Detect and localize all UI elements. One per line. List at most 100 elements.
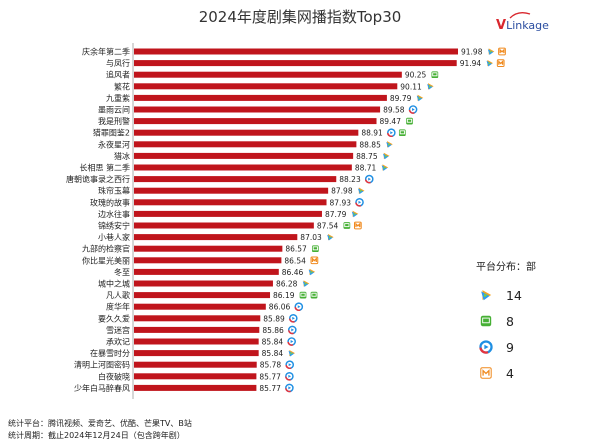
bar [134, 361, 257, 368]
bar-row: 城中之城 86.28 [98, 279, 310, 289]
bar-row: 你比星光美丽 86.54 [82, 255, 319, 265]
bar-row: 凡人歌 86.19 [106, 290, 318, 300]
iqiyi-icon [299, 291, 307, 299]
bar-row: 唐朝诡事录之西行 88.23 [66, 174, 374, 184]
bar-row: 猎冰 88.75 [114, 151, 390, 161]
chart-title: 2024年度剧集网播指数Top30 [199, 8, 402, 26]
tencent-icon [288, 349, 296, 357]
value-label: 86.19 [273, 291, 295, 300]
iqiyi-icon [398, 129, 406, 137]
category-label: 锦绣安宁 [98, 221, 130, 231]
bar [134, 94, 387, 101]
value-label: 86.46 [282, 268, 304, 277]
youku-icon [285, 383, 294, 393]
youku-icon [288, 313, 298, 323]
category-label: 边水往事 [98, 209, 130, 219]
value-label: 88.91 [361, 129, 383, 138]
bar-row: 要久久爱 85.89 [98, 313, 298, 323]
tencent-icon [427, 83, 434, 90]
iqiyi-icon [343, 222, 351, 229]
category-label: 少年白马醉春风 [74, 383, 130, 393]
bar [134, 315, 261, 322]
bar-row: 在暴雪时分 85.84 [90, 348, 296, 358]
footer-period: 统计周期：截止2024年12月24日（包含跨年剧） [8, 430, 185, 440]
bar-row: 小巷人家 87.03 [98, 232, 334, 242]
bar [134, 164, 352, 171]
bar [134, 60, 457, 67]
bar-row: 我是刑警 89.47 [98, 116, 413, 126]
bar [134, 350, 259, 357]
value-label: 86.28 [276, 280, 298, 289]
bar-row: 少年白马醉春风 85.77 [74, 383, 294, 393]
value-label: 86.06 [269, 303, 291, 312]
legend-item: 9 [479, 340, 514, 355]
category-label: 九重紫 [106, 93, 130, 103]
bar [134, 129, 359, 136]
category-label: 玫瑰的故事 [90, 197, 130, 207]
iqiyi-icon [406, 117, 413, 125]
iqiyi-icon [312, 245, 319, 253]
value-label: 91.98 [461, 48, 483, 57]
bar [134, 141, 357, 148]
value-label: 87.79 [325, 210, 347, 219]
bar [134, 268, 279, 275]
bar [134, 176, 337, 183]
value-label: 85.77 [259, 372, 281, 381]
iqiyi-icon [431, 71, 439, 79]
bar [134, 210, 322, 217]
legend-count: 4 [506, 366, 514, 381]
value-label: 85.89 [263, 314, 285, 323]
bar [134, 187, 329, 194]
footer-platforms: 统计平台：腾讯视频、爱奇艺、优酷、芒果TV、B站 [8, 418, 192, 428]
youku-icon [355, 197, 364, 207]
tencent-icon [416, 94, 424, 102]
value-label: 91.94 [460, 59, 482, 68]
bars-group: 庆余年第二季 91.98 与凤行 91.94 追风者 90.25 繁花 90.11 九重紫 89.… [66, 47, 506, 393]
category-label: 九部的检察官 [82, 244, 130, 254]
legend-count: 8 [506, 314, 514, 329]
bar [134, 71, 402, 78]
legend-title: 平台分布：部 [476, 260, 536, 273]
legend: 平台分布：部 14 8 9 4 [476, 260, 536, 381]
logo-swoosh-icon [509, 12, 531, 19]
youku-icon [287, 337, 296, 346]
logo-rest: Linkage [506, 19, 549, 32]
bar [134, 234, 298, 241]
tencent-icon [357, 187, 365, 195]
bar [134, 257, 282, 264]
bar-row: 与凤行 91.94 [106, 58, 505, 68]
mango-tv-icon [480, 367, 492, 379]
bar-row: 锦绣安宁 87.54 [98, 221, 362, 231]
category-label: 小巷人家 [98, 232, 130, 242]
iqiyi-icon [480, 315, 492, 327]
tencent-icon [486, 59, 494, 67]
category-label: 在暴雪时分 [90, 348, 130, 358]
tencent-icon [327, 233, 334, 241]
bar-row: 猎罪图鉴2 88.91 [93, 128, 406, 138]
logo-text: VLinkage [496, 18, 549, 33]
value-label: 86.57 [285, 245, 307, 254]
legend-item: 14 [481, 288, 522, 303]
value-label: 87.54 [317, 222, 339, 231]
bar [134, 118, 377, 125]
bar [134, 48, 458, 55]
bar [134, 326, 260, 333]
mango-icon [353, 221, 362, 230]
bar [134, 152, 354, 159]
bar [134, 384, 257, 391]
value-label: 88.85 [359, 140, 381, 149]
bar-row: 九部的检察官 86.57 [82, 244, 319, 254]
bar-row: 繁花 90.11 [114, 81, 434, 91]
category-label: 永夜星河 [98, 139, 130, 149]
value-label: 85.78 [260, 361, 282, 370]
youku-icon [285, 371, 294, 381]
mango-icon [310, 256, 319, 265]
bar [134, 199, 327, 206]
category-label: 清明上河图密码 [74, 360, 130, 370]
tencent-icon [487, 48, 495, 55]
value-label: 87.03 [300, 233, 322, 242]
bar-row: 度华年 86.06 [106, 302, 304, 312]
category-label: 猎冰 [114, 151, 130, 161]
bar-row: 清明上河图密码 85.78 [74, 360, 295, 370]
